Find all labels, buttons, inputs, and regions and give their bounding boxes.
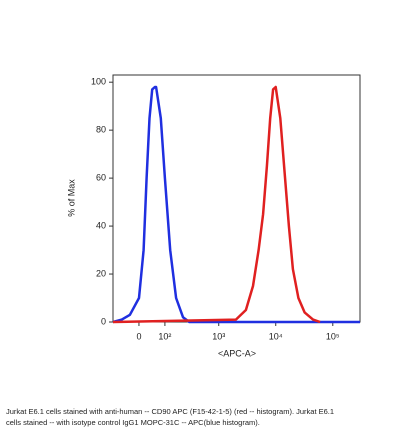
y-tick-label: 40 (96, 220, 106, 230)
histogram-line (112, 85, 321, 324)
histogram-line (112, 85, 360, 324)
y-tick-label: 100 (91, 77, 106, 87)
y-axis-label: % of Max (66, 179, 76, 217)
x-tick-label: 10³ (212, 331, 225, 341)
y-tick-label: 20 (96, 268, 106, 278)
caption-line: Jurkat E6.1 cells stained with anti-huma… (6, 407, 334, 416)
x-tick-label: 10⁵ (326, 331, 340, 341)
x-tick-label: 0 (136, 331, 141, 341)
y-tick-label: 0 (101, 316, 106, 326)
x-axis-label: <APC-A> (218, 348, 256, 358)
y-tick-label: 80 (96, 125, 106, 135)
caption-line: cells stained -- with isotype control Ig… (6, 418, 260, 427)
x-tick-label: 10⁴ (269, 331, 283, 341)
x-tick-label: 10² (158, 331, 171, 341)
y-tick-label: 60 (96, 172, 106, 182)
